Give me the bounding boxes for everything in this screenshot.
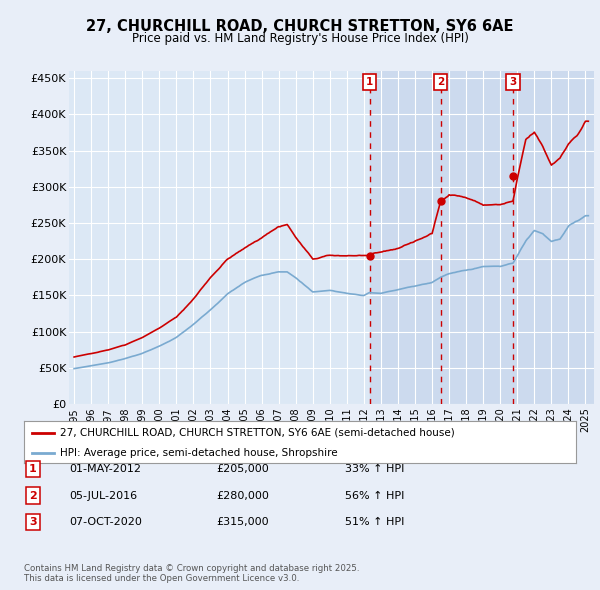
- Text: 2: 2: [29, 491, 37, 500]
- Text: Price paid vs. HM Land Registry's House Price Index (HPI): Price paid vs. HM Land Registry's House …: [131, 32, 469, 45]
- Text: 51% ↑ HPI: 51% ↑ HPI: [345, 517, 404, 527]
- Text: 27, CHURCHILL ROAD, CHURCH STRETTON, SY6 6AE (semi-detached house): 27, CHURCHILL ROAD, CHURCH STRETTON, SY6…: [60, 428, 455, 438]
- Text: 3: 3: [509, 77, 517, 87]
- Text: 1: 1: [366, 77, 373, 87]
- Text: 01-MAY-2012: 01-MAY-2012: [69, 464, 141, 474]
- Text: HPI: Average price, semi-detached house, Shropshire: HPI: Average price, semi-detached house,…: [60, 448, 338, 457]
- Text: £205,000: £205,000: [216, 464, 269, 474]
- Text: Contains HM Land Registry data © Crown copyright and database right 2025.
This d: Contains HM Land Registry data © Crown c…: [24, 563, 359, 583]
- Text: 3: 3: [29, 517, 37, 527]
- Text: 27, CHURCHILL ROAD, CHURCH STRETTON, SY6 6AE: 27, CHURCHILL ROAD, CHURCH STRETTON, SY6…: [86, 19, 514, 34]
- Text: 1: 1: [29, 464, 37, 474]
- Bar: [370, 71, 594, 404]
- Text: 33% ↑ HPI: 33% ↑ HPI: [345, 464, 404, 474]
- Text: 2: 2: [437, 77, 444, 87]
- Text: £280,000: £280,000: [216, 491, 269, 500]
- Text: 05-JUL-2016: 05-JUL-2016: [69, 491, 137, 500]
- Text: 56% ↑ HPI: 56% ↑ HPI: [345, 491, 404, 500]
- Text: 07-OCT-2020: 07-OCT-2020: [69, 517, 142, 527]
- Text: £315,000: £315,000: [216, 517, 269, 527]
